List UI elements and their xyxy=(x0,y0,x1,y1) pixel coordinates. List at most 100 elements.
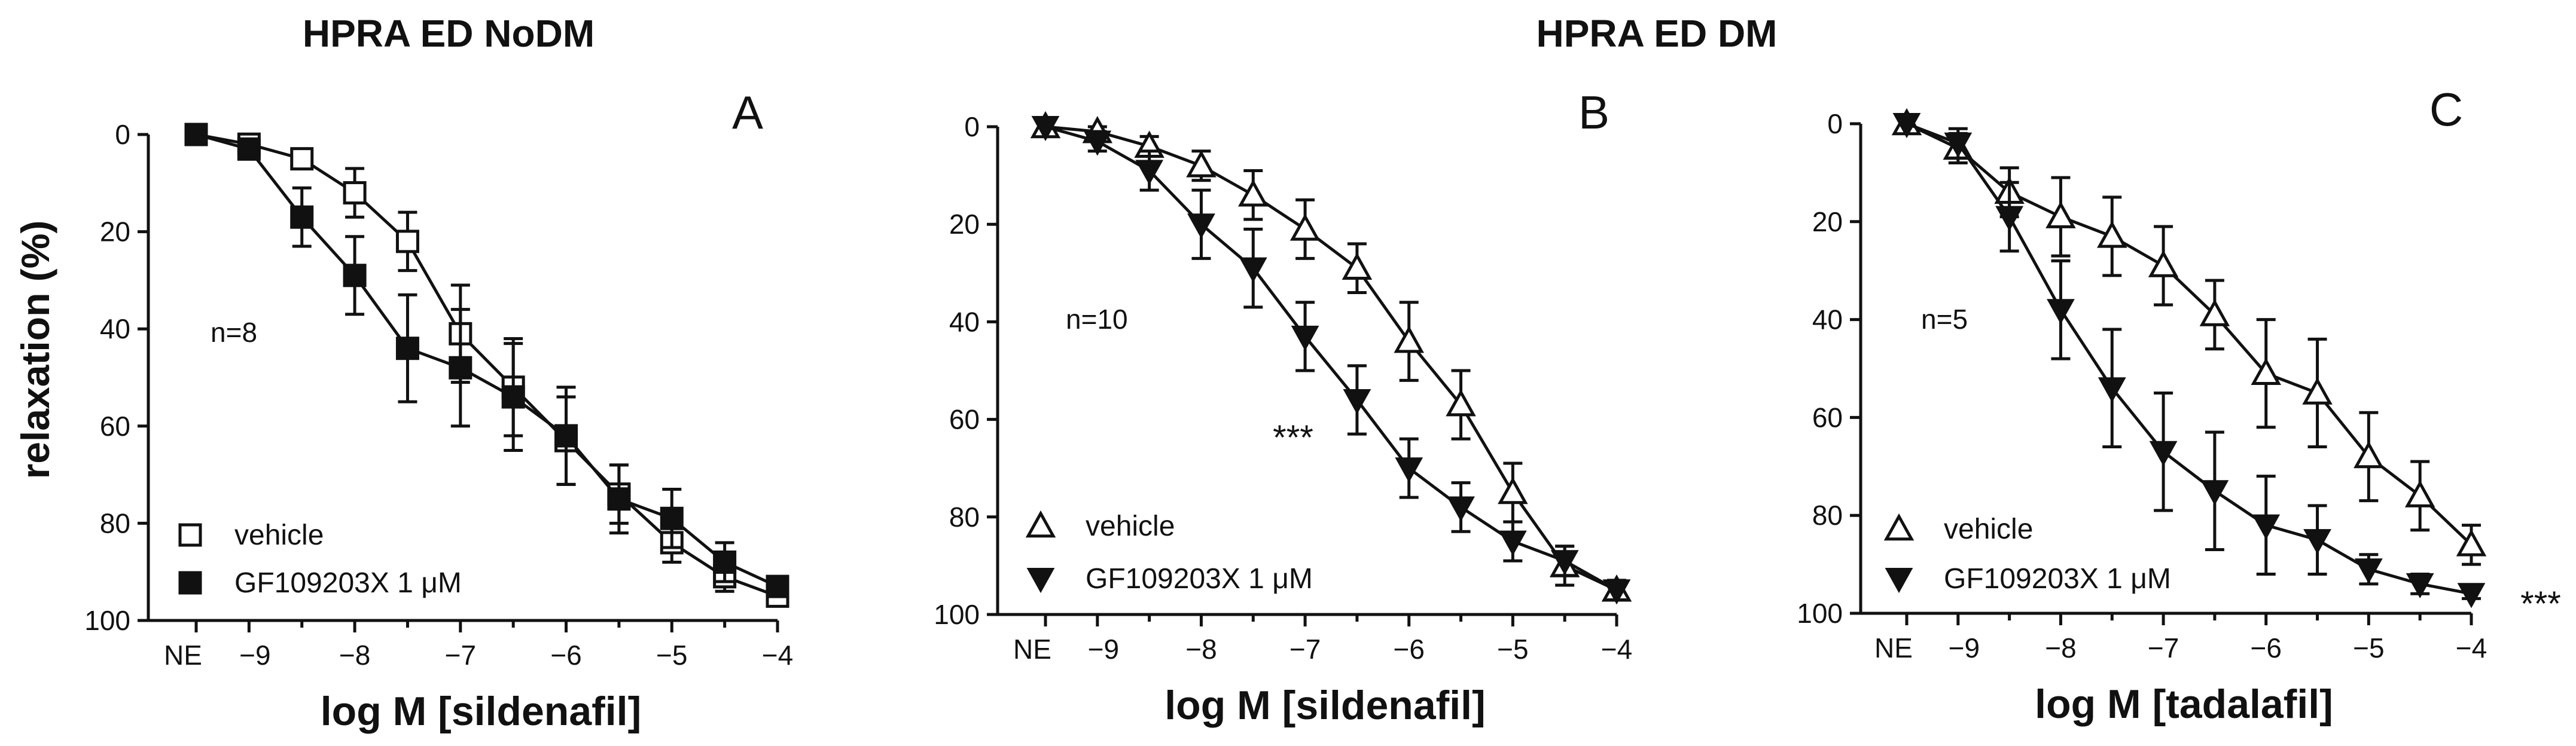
legend-label: vehicle xyxy=(1086,510,1175,542)
legend-label: GF109203X 1 μM xyxy=(234,567,462,599)
data-point xyxy=(1291,325,1319,351)
panel-letter: A xyxy=(732,86,763,139)
x-tick-label: −5 xyxy=(1497,634,1528,665)
data-point xyxy=(607,487,631,511)
data-point xyxy=(1498,476,1528,505)
data-point xyxy=(1343,389,1371,415)
y-axis-label: relaxation (%) xyxy=(13,221,57,479)
y-tick-label: 0 xyxy=(964,111,980,142)
x-tick-label: −4 xyxy=(762,640,793,671)
data-point xyxy=(1238,179,1269,207)
legend-entry: vehicle xyxy=(178,519,324,551)
legend-entry: vehicle xyxy=(1883,513,2033,545)
data-point xyxy=(2097,221,2127,248)
data-point xyxy=(2302,377,2333,405)
x-tick-label: −4 xyxy=(2456,632,2487,664)
y-tick-label: 40 xyxy=(949,306,980,337)
y-tick-label: 0 xyxy=(115,119,130,150)
x-tick-label: −4 xyxy=(1601,634,1632,665)
x-axis-label: log M [sildenafil] xyxy=(321,689,641,734)
panel-letter: B xyxy=(1578,86,1609,139)
data-point xyxy=(2354,558,2383,584)
legend-entry: GF109203X 1 μM xyxy=(178,567,462,599)
data-point xyxy=(290,147,314,171)
n-label: n=5 xyxy=(1921,304,1968,335)
data-point xyxy=(2047,299,2075,325)
y-tick-label: 80 xyxy=(100,507,130,539)
x-tick-label: −7 xyxy=(2148,632,2179,664)
data-point xyxy=(713,550,737,574)
x-axis-label: log M [tadalafil] xyxy=(2035,681,2333,727)
x-tick-label: NE xyxy=(164,640,202,671)
legend-entry: GF109203X 1 μM xyxy=(1885,563,2171,595)
data-point xyxy=(2354,441,2384,469)
data-point xyxy=(1446,389,1476,417)
data-point xyxy=(1187,213,1215,239)
data-point xyxy=(290,205,314,229)
data-point xyxy=(1447,496,1475,522)
data-point xyxy=(2456,529,2487,557)
data-point xyxy=(2251,357,2281,385)
legend-label: GF109203X 1 μM xyxy=(1086,563,1313,595)
x-tick-label: −6 xyxy=(550,640,581,671)
legend-label: vehicle xyxy=(1944,513,2033,545)
legend-marker xyxy=(1883,513,1915,541)
y-tick-label: 20 xyxy=(1812,206,1843,237)
x-tick-label: NE xyxy=(1874,632,1913,664)
y-tick-label: 80 xyxy=(949,502,980,533)
significance-label: *** xyxy=(2520,585,2561,623)
data-point xyxy=(1031,116,1060,142)
data-point xyxy=(2252,514,2281,540)
series-gf109203x xyxy=(1031,116,1631,605)
group-title-dm: HPRA ED DM xyxy=(1537,12,1778,55)
x-tick-label: −9 xyxy=(1949,632,1980,664)
series-gf109203x xyxy=(1892,113,2486,609)
y-tick-label: 80 xyxy=(1812,500,1843,531)
data-point xyxy=(1394,325,1424,353)
x-tick-label: −7 xyxy=(1289,634,1321,665)
data-point xyxy=(395,337,419,360)
legend-marker xyxy=(1026,568,1055,594)
y-tick-label: 100 xyxy=(934,599,980,630)
data-point xyxy=(343,264,367,288)
data-point xyxy=(766,574,789,598)
data-point xyxy=(1083,130,1112,156)
legend-marker xyxy=(1885,568,1913,594)
data-point xyxy=(2200,480,2229,506)
x-tick-label: −9 xyxy=(1088,634,1119,665)
data-point xyxy=(1342,252,1373,280)
panel-letter: C xyxy=(2429,83,2463,136)
data-point xyxy=(2199,299,2230,326)
x-tick-label: −5 xyxy=(656,640,687,671)
x-tick-label: −8 xyxy=(339,640,370,671)
data-point xyxy=(1239,257,1267,283)
data-point xyxy=(395,230,419,253)
x-tick-label: −5 xyxy=(2353,632,2384,664)
panel-c-chart: 0 20 40 60 80 100 NE −9 −8 −7 −6 −5 −4 log M [tadalaf… xyxy=(1797,83,2561,727)
x-tick-label: NE xyxy=(1013,634,1051,665)
data-point xyxy=(1289,213,1321,241)
y-tick-label: 0 xyxy=(1827,108,1843,139)
y-tick-label: 20 xyxy=(949,209,980,240)
y-tick-label: 40 xyxy=(1812,304,1843,335)
x-tick-label: −9 xyxy=(239,640,270,671)
legend-label: GF109203X 1 μM xyxy=(1944,563,2171,595)
legend-entry: GF109203X 1 μM xyxy=(1026,563,1313,595)
panel-b-chart: 0 20 40 60 80 100 NE −9 −8 −7 −6 −5 −4 log M [sildena… xyxy=(934,86,1632,728)
y-tick-label: 40 xyxy=(100,313,130,344)
x-tick-label: −6 xyxy=(2251,632,2282,664)
data-point xyxy=(2457,583,2486,609)
n-label: n=10 xyxy=(1066,304,1128,335)
legend-marker xyxy=(178,523,202,547)
data-point xyxy=(1498,530,1527,556)
panel-a-chart: 0 20 40 60 80 100 NE −9 −8 −7 −6 −5 −4 log M [sildena… xyxy=(84,86,793,734)
data-point xyxy=(1602,579,1631,605)
data-point xyxy=(343,181,367,205)
x-tick-label: −6 xyxy=(1394,634,1425,665)
legend-marker xyxy=(1025,510,1056,538)
n-label: n=8 xyxy=(211,317,257,348)
data-point xyxy=(1944,132,1973,158)
y-tick-label: 100 xyxy=(84,605,130,636)
data-point xyxy=(237,137,261,161)
